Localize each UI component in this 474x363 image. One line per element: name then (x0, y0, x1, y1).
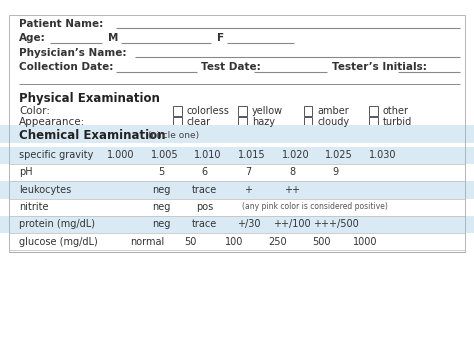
Text: leukocytes: leukocytes (19, 185, 71, 195)
Bar (173, 117, 182, 127)
Text: protein (mg/dL): protein (mg/dL) (19, 219, 95, 229)
Text: Color:: Color: (19, 106, 50, 116)
Text: yellow: yellow (252, 106, 283, 116)
Text: colorless: colorless (186, 106, 229, 116)
Bar (238, 106, 247, 116)
Text: 1.020: 1.020 (282, 150, 309, 160)
Text: 1.015: 1.015 (238, 150, 265, 160)
Text: Physical Examination: Physical Examination (19, 92, 160, 105)
Text: glucose (mg/dL): glucose (mg/dL) (19, 237, 98, 247)
Text: 8: 8 (289, 167, 295, 178)
Text: (circle one): (circle one) (148, 131, 199, 139)
Text: neg: neg (152, 202, 170, 212)
Text: 6: 6 (202, 167, 208, 178)
Text: +: + (245, 185, 252, 195)
Text: 500: 500 (312, 237, 331, 247)
Text: 1000: 1000 (353, 237, 377, 247)
Bar (0, 125, 474, 143)
Text: specific gravity: specific gravity (19, 150, 93, 160)
Text: 5: 5 (158, 167, 164, 178)
Text: ++: ++ (284, 185, 300, 195)
Text: F: F (217, 33, 224, 43)
Text: 7: 7 (245, 167, 252, 178)
Text: cloudy: cloudy (317, 117, 349, 127)
Text: +++/500: +++/500 (313, 219, 358, 229)
Text: 1.025: 1.025 (325, 150, 353, 160)
Text: hazy: hazy (252, 117, 275, 127)
Text: 1.000: 1.000 (107, 150, 135, 160)
Text: Appearance:: Appearance: (19, 117, 85, 127)
Bar (0, 147, 474, 164)
Bar (369, 106, 378, 116)
Text: trace: trace (192, 219, 218, 229)
Text: clear: clear (186, 117, 210, 127)
Text: Physician’s Name:: Physician’s Name: (19, 48, 127, 58)
Text: 1.010: 1.010 (194, 150, 222, 160)
Text: pos: pos (196, 202, 213, 212)
Bar (0, 181, 474, 199)
Text: 50: 50 (184, 237, 197, 247)
Text: pH: pH (19, 167, 33, 178)
Text: neg: neg (152, 185, 170, 195)
Text: nitrite: nitrite (19, 202, 48, 212)
Text: Collection Date:: Collection Date: (19, 62, 113, 72)
Bar (238, 117, 247, 127)
Bar (304, 117, 312, 127)
Text: Chemical Examination: Chemical Examination (19, 129, 165, 142)
Text: 9: 9 (333, 167, 338, 178)
Text: trace: trace (192, 185, 218, 195)
Text: other: other (383, 106, 409, 116)
Bar (0, 216, 474, 233)
Bar (9, 15, 465, 252)
Text: 100: 100 (225, 237, 243, 247)
Text: ++/100: ++/100 (273, 219, 311, 229)
Bar (304, 106, 312, 116)
Text: Tester’s Initials:: Tester’s Initials: (332, 62, 427, 72)
Text: Test Date:: Test Date: (201, 62, 261, 72)
Bar (173, 106, 182, 116)
Bar (369, 117, 378, 127)
Text: Patient Name:: Patient Name: (19, 19, 103, 29)
Text: 1.030: 1.030 (369, 150, 396, 160)
Text: turbid: turbid (383, 117, 412, 127)
Text: neg: neg (152, 219, 170, 229)
Text: normal: normal (130, 237, 164, 247)
Text: 250: 250 (268, 237, 287, 247)
Text: (any pink color is considered positive): (any pink color is considered positive) (242, 203, 388, 211)
Text: M: M (108, 33, 118, 43)
Text: 1.005: 1.005 (151, 150, 178, 160)
Text: Age:: Age: (19, 33, 46, 43)
Text: amber: amber (317, 106, 349, 116)
Text: +/30: +/30 (237, 219, 260, 229)
